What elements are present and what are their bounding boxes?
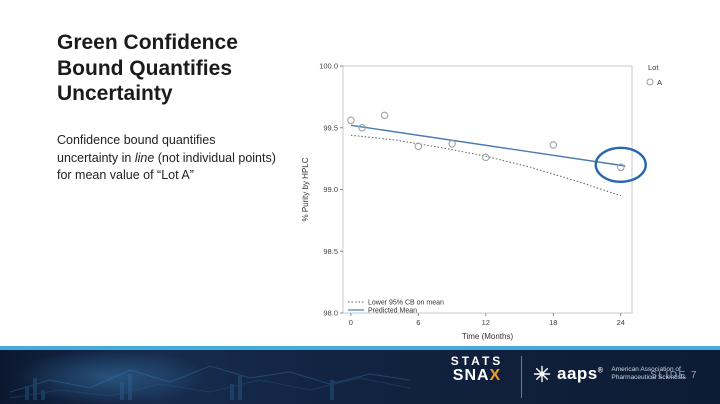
- data-point: [482, 153, 490, 162]
- x-axis-label: Time (Months): [462, 332, 514, 341]
- y-tick-label: 99.0: [323, 185, 338, 194]
- aaps-star-icon: [533, 365, 551, 383]
- lot-legend-series-label: A: [657, 78, 662, 87]
- footer-accent-line: [0, 346, 720, 350]
- footer-texture-graphic: [9, 365, 411, 400]
- aaps-subtitle-line1: American Association of: [611, 365, 681, 373]
- slide-title: Green Confidence Bound Quantifies Uncert…: [57, 31, 238, 106]
- plot-frame: [342, 65, 633, 314]
- x-tick-label: 12: [482, 318, 490, 327]
- body-text-pre: Confidence bound quantifies uncertainty …: [57, 133, 216, 165]
- slide-number: SLIDE 7: [650, 370, 698, 381]
- data-point: [617, 163, 625, 172]
- y-tick-label: 100.0: [319, 62, 338, 71]
- annotation-circle: [594, 146, 647, 184]
- brand-sna: SNA: [452, 366, 490, 384]
- lot-legend-title: Lot: [648, 63, 659, 72]
- aaps-wordmark: aaps®: [557, 364, 604, 383]
- data-point: [414, 142, 423, 151]
- predicted-mean-line: [350, 124, 626, 167]
- lot-legend-marker: [646, 78, 654, 86]
- body-text-post: (not individual points) for mean value o…: [57, 150, 276, 183]
- registered-mark: ®: [597, 367, 604, 375]
- footer-bar: STATS SNAX aaps® American Association of…: [0, 350, 720, 404]
- data-point: [380, 111, 389, 120]
- stats-snax-logo: STATS SNAX: [441, 355, 513, 384]
- x-tick-label: 18: [549, 318, 557, 327]
- aaps-subtitle: American Association of Pharmaceutical S…: [611, 366, 685, 383]
- y-tick-label: 99.5: [323, 123, 338, 132]
- data-point: [549, 141, 558, 149]
- x-tick-label: 0: [349, 318, 353, 327]
- footer-glow: [0, 350, 300, 404]
- legend-cb-label: Lower 95% CB on mean: [368, 300, 444, 307]
- data-point: [448, 140, 456, 148]
- chart-svg: 98.0 98.5 99.0 99.5 100.0 0 6 12 18 24 Time (Month…: [301, 62, 662, 342]
- lower-cb-line: [350, 134, 621, 197]
- legend-mean-label: Predicted Mean: [368, 308, 417, 315]
- data-point: [358, 124, 366, 132]
- y-axis-label: % Purity by HPLC: [301, 157, 310, 221]
- footer-divider: [521, 356, 522, 398]
- slide-body-text: Confidence bound quantifies uncertainty …: [57, 132, 277, 185]
- y-tick-label: 98.5: [323, 247, 338, 256]
- x-tick-label: 6: [416, 318, 420, 327]
- body-text-italic: line: [134, 150, 155, 165]
- aaps-subtitle-line2: Pharmaceutical Scientists: [611, 374, 686, 381]
- aaps-logo: aaps® American Association of Pharmaceut…: [533, 364, 686, 384]
- stats-snax-logo-top: STATS: [450, 354, 504, 368]
- data-point: [347, 116, 355, 125]
- purity-stability-chart: 98.0 98.5 99.0 99.5 100.0 0 6 12 18 24 Time (Month…: [296, 50, 696, 350]
- y-tick-label: 98.0: [323, 309, 338, 318]
- stats-snax-logo-bottom: SNAX: [441, 366, 513, 385]
- x-tick-label: 24: [617, 318, 625, 327]
- brand-x-accent: X: [489, 366, 502, 384]
